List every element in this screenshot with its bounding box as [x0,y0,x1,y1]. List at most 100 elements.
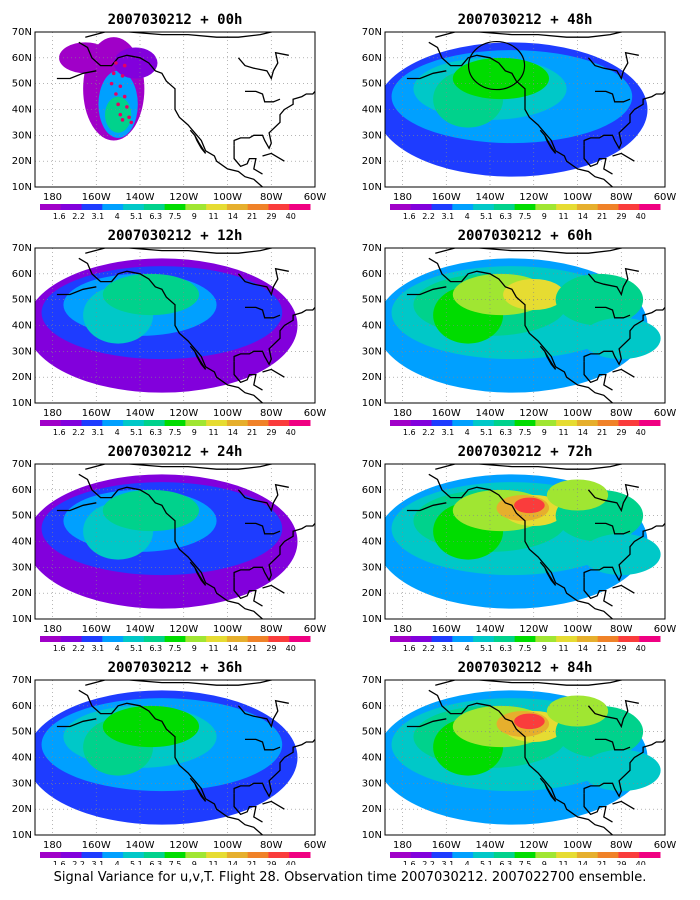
colorbar-label: 11 [208,428,218,437]
map-panel: 2007030212 + 24h 10N 20N 30N 40N 50N 60N 70N 180… [12,444,327,653]
x-tick-label: 100W [563,624,592,635]
coastline [189,561,207,586]
y-tick-label: 50N [12,79,32,90]
colorbar-label: 6.3 [149,860,162,865]
colorbar-label: 4 [115,428,120,437]
colorbar-label: 6.3 [149,644,162,653]
colorbar-swatch [618,636,640,642]
y-tick-label: 30N [362,778,382,789]
coastline [583,522,665,582]
x-tick-label: 140W [126,408,155,419]
colorbar-label: 21 [247,644,257,653]
colorbar-label: 2.2 [422,860,435,865]
colorbar-label: 7.5 [519,860,532,865]
x-tick-label: 120W [169,840,198,851]
map-panel: 2007030212 + 84h 10N 20N 30N 40N 50N 60N 70N 180… [362,660,677,869]
colorbar-label: 3.1 [91,644,104,653]
colorbar-label: 2.2 [72,428,85,437]
flight-track-point [114,92,118,96]
coastline [245,522,281,535]
y-tick-label: 40N [12,105,32,116]
colorbar-label: 21 [247,860,257,865]
y-tick-label: 60N [362,485,382,496]
colorbar-label: 4 [115,644,120,653]
colorbar-swatch [410,204,433,210]
x-tick-label: 100W [213,408,242,419]
colorbar-swatch [639,636,661,642]
panel-title: 2007030212 + 12h [108,228,243,244]
colorbar-label: 3.1 [91,428,104,437]
coastline [233,361,263,391]
colorbar-swatch [473,636,495,642]
flight-track-point [109,81,114,86]
colorbar-swatch [431,636,453,642]
colorbar-label: 1.6 [403,644,416,653]
colorbar-label: 9 [192,428,197,437]
colorbar-label: 4 [465,428,470,437]
colorbar-swatch [143,420,166,426]
colorbar-swatch [268,204,290,210]
colorbar-label: 2.2 [422,644,435,653]
x-tick-label: 180 [43,408,62,419]
y-tick-label: 40N [362,753,382,764]
map-frame [34,679,316,836]
colorbar-label: 7.5 [169,860,182,865]
colorbar-swatch [452,204,474,210]
colorbar-label: 14 [578,428,588,437]
map-frame [384,463,666,620]
colorbar-label: 5.1 [480,644,493,653]
colorbar-label: 1.6 [403,212,416,221]
colorbar-label: 11 [208,644,218,653]
x-tick-label: 140W [126,624,155,635]
y-tick-label: 30N [362,562,382,573]
map-frame [34,463,316,620]
colorbar-label: 40 [286,428,296,437]
coastline [406,286,447,296]
colorbar-label: 2.2 [72,860,85,865]
colorbar-swatch [143,636,166,642]
colorbar-label: 2.2 [72,212,85,221]
colorbar-label: 4 [115,860,120,865]
coastline [612,152,635,162]
coastline [56,718,97,728]
y-tick-label: 20N [362,372,382,383]
coastline [56,502,97,512]
figure: 2007030212 + 00h 10N 20N 30N 40N 50N 60N 70N 180… [12,12,677,869]
colorbar-label: 11 [558,428,568,437]
colorbar-swatch [40,636,62,642]
y-tick-label: 10N [362,398,382,409]
y-tick-label: 10N [362,614,382,625]
y-tick-label: 20N [362,156,382,167]
colorbar-swatch [164,420,186,426]
coastline [233,738,315,798]
coastline [78,689,263,835]
y-tick-label: 40N [12,753,32,764]
coastline [85,248,272,254]
colorbar-swatch [247,420,269,426]
colorbar-swatch [164,204,186,210]
x-tick-label: 120W [519,192,548,203]
colorbar-swatch [206,852,228,858]
colorbar-label: 40 [286,644,296,653]
variance-contour [452,57,550,100]
colorbar-label: 2.2 [422,428,435,437]
x-tick-label: 80W [260,408,283,419]
colorbar-swatch [639,204,661,210]
x-tick-label: 60W [654,840,677,851]
x-tick-label: 120W [169,624,198,635]
colorbar-swatch [452,636,474,642]
panel-title: 2007030212 + 00h [108,12,243,28]
coastline [428,689,613,835]
coastline [85,680,272,686]
colorbar-label: 21 [597,212,607,221]
y-tick-label: 70N [12,27,32,38]
colorbar-label: 14 [228,860,238,865]
colorbar-label: 9 [192,860,197,865]
coastline [539,561,557,586]
y-tick-label: 20N [362,804,382,815]
map-panels: 2007030212 + 00h 10N 20N 30N 40N 50N 60N 70N 180… [12,12,677,869]
highlight-circle [467,40,526,91]
colorbar-label: 21 [597,860,607,865]
colorbar-swatch [556,204,578,210]
x-tick-label: 100W [213,624,242,635]
